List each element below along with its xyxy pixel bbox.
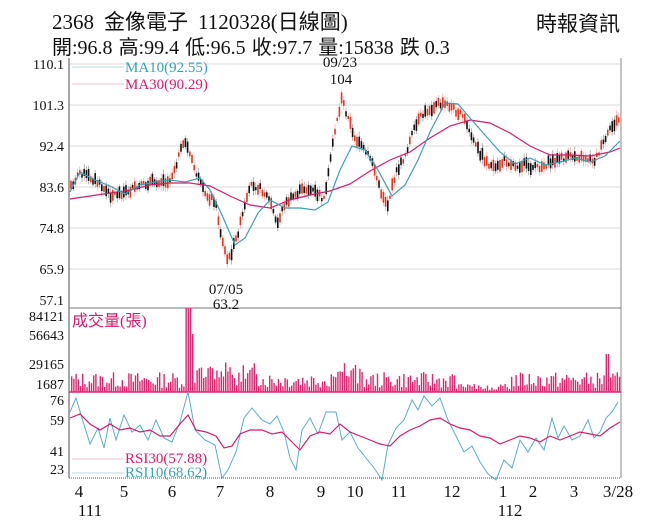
ohlc-stats: 開:96.8 高:99.4 低:96.5 收:97.7 量:15838 跌 0.3 <box>52 31 456 60</box>
rsi-ytick: 41 <box>50 445 64 460</box>
stat-close: 收:97.7 <box>251 37 313 59</box>
x-tick: 6 <box>168 482 177 501</box>
volume-bars <box>71 308 621 392</box>
high-annotation-value: 104 <box>330 72 353 88</box>
stock-code: 2368 <box>52 10 94 34</box>
x-axis: 4 5 6 7 8 9 10 11 12 1 2 3 3/28 111 112 <box>75 482 633 520</box>
stat-change: 跌 0.3 <box>399 37 450 59</box>
stat-volume: 量:15838 <box>318 37 394 59</box>
stat-high: 高:99.4 <box>118 37 180 59</box>
price-ytick: 110.1 <box>33 58 64 73</box>
x-tick: 12 <box>444 482 461 501</box>
ma10-legend: MA10(92.55) <box>125 60 208 76</box>
low-annotation-date: 07/05 <box>209 282 243 298</box>
date-label: 1120328(日線圖) <box>198 10 348 34</box>
price-ytick: 74.8 <box>40 222 65 237</box>
stat-open: 開:96.8 <box>52 37 113 59</box>
price-ytick: 92.4 <box>40 140 65 155</box>
x-tick: 1 <box>499 482 508 501</box>
ma10-line <box>69 102 621 246</box>
ma30-legend: MA30(90.29) <box>125 77 208 93</box>
x-tick: 3/28 <box>603 482 633 501</box>
x-tick: 8 <box>266 482 275 501</box>
rsi10-legend: RSI10(68.62) <box>125 465 207 481</box>
price-panel: 110.1 101.3 92.4 83.6 74.8 65.9 57.1 MA1… <box>33 55 622 478</box>
x-tick: 11 <box>391 482 407 501</box>
price-ytick: 57.1 <box>40 294 65 309</box>
volume-ytick: 1687 <box>36 378 64 393</box>
stat-low: 低:96.5 <box>185 37 246 59</box>
source-label: 時報資訊 <box>536 12 620 36</box>
low-annotation-value: 63.2 <box>213 297 239 313</box>
rsi-ytick: 23 <box>50 463 64 478</box>
x-tick: 5 <box>120 482 129 501</box>
x-tick: 4 <box>75 482 84 501</box>
rsi30-legend: RSI30(57.88) <box>125 451 207 467</box>
stock-name: 金像電子 <box>104 10 188 34</box>
volume-ytick: 84121 <box>29 310 64 325</box>
rsi-ytick: 59 <box>50 414 64 429</box>
chart-title: 2368 金像電子 1120328(日線圖) <box>52 6 358 36</box>
candlesticks <box>70 89 620 268</box>
x-tick: 2 <box>529 482 538 501</box>
rsi-panel: 76 59 41 23 RSI30(57.88) RSI10(68.62) <box>50 391 621 482</box>
price-ytick: 65.9 <box>40 263 65 278</box>
price-ytick: 101.3 <box>33 99 65 114</box>
x-tick: 10 <box>347 482 364 501</box>
year-label: 112 <box>498 501 523 520</box>
x-tick: 9 <box>317 482 326 501</box>
rsi30-line <box>69 413 621 451</box>
x-tick: 3 <box>570 482 579 501</box>
volume-panel: 84121 56643 29165 1687 成交量(張) <box>29 308 621 393</box>
high-annotation-date: 09/23 <box>323 55 357 71</box>
year-label: 111 <box>78 501 102 520</box>
volume-title: 成交量(張) <box>72 312 147 330</box>
x-tick: 7 <box>216 482 225 501</box>
price-ytick: 83.6 <box>40 181 65 196</box>
volume-ytick: 56643 <box>29 329 64 344</box>
volume-ytick: 29165 <box>29 358 64 373</box>
ma30-line <box>69 119 621 209</box>
rsi-ytick: 76 <box>50 394 64 409</box>
